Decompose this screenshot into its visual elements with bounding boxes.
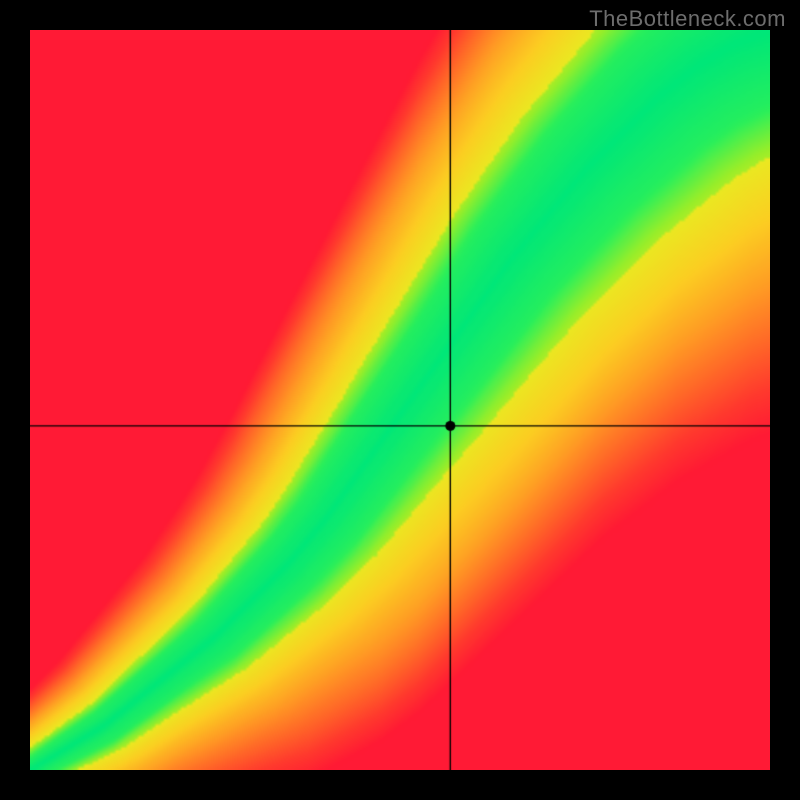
plot-frame — [30, 30, 770, 770]
heatmap-canvas — [30, 30, 770, 770]
watermark-text: TheBottleneck.com — [589, 6, 786, 32]
